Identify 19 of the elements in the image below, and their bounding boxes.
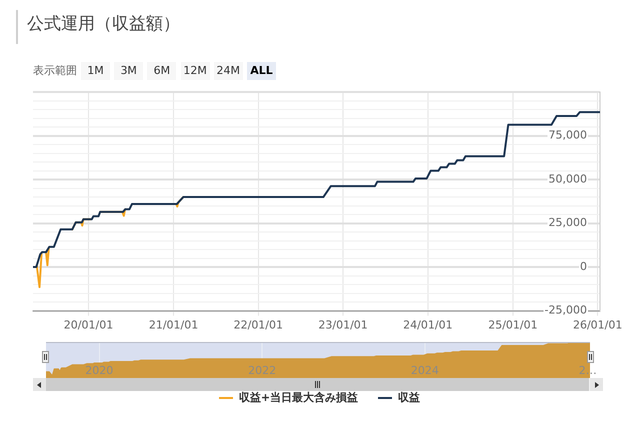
x-tick-label: 24/01/01 <box>403 318 453 332</box>
y-tick-label: 75,000 <box>548 128 587 142</box>
x-tick-label: 2020 <box>85 364 114 377</box>
x-tick-label: 2022 <box>248 364 276 377</box>
x-tick-label: 23/01/01 <box>318 318 368 332</box>
legend-label: 収益 <box>398 391 420 405</box>
y-tick-label: 25,000 <box>548 216 587 230</box>
x-tick-label: 25/01/01 <box>488 318 538 332</box>
y-tick-label: -25,000 <box>544 304 587 317</box>
legend-label: 収益+当日最大含み損益 <box>238 391 358 405</box>
x-tick-label: 26/01/01 <box>572 318 622 332</box>
x-tick-label: 22/01/01 <box>234 318 284 332</box>
chart-title: 公式運用（収益額） <box>27 13 180 35</box>
y-tick-label: 0 <box>580 260 587 273</box>
x-tick-label: 2024 <box>410 364 439 377</box>
x-tick-label: 20/01/01 <box>64 318 114 332</box>
y-tick-label: 50,000 <box>548 172 587 186</box>
x-tick-label: 21/01/01 <box>148 318 198 332</box>
text: 表示範囲 <box>33 64 77 77</box>
